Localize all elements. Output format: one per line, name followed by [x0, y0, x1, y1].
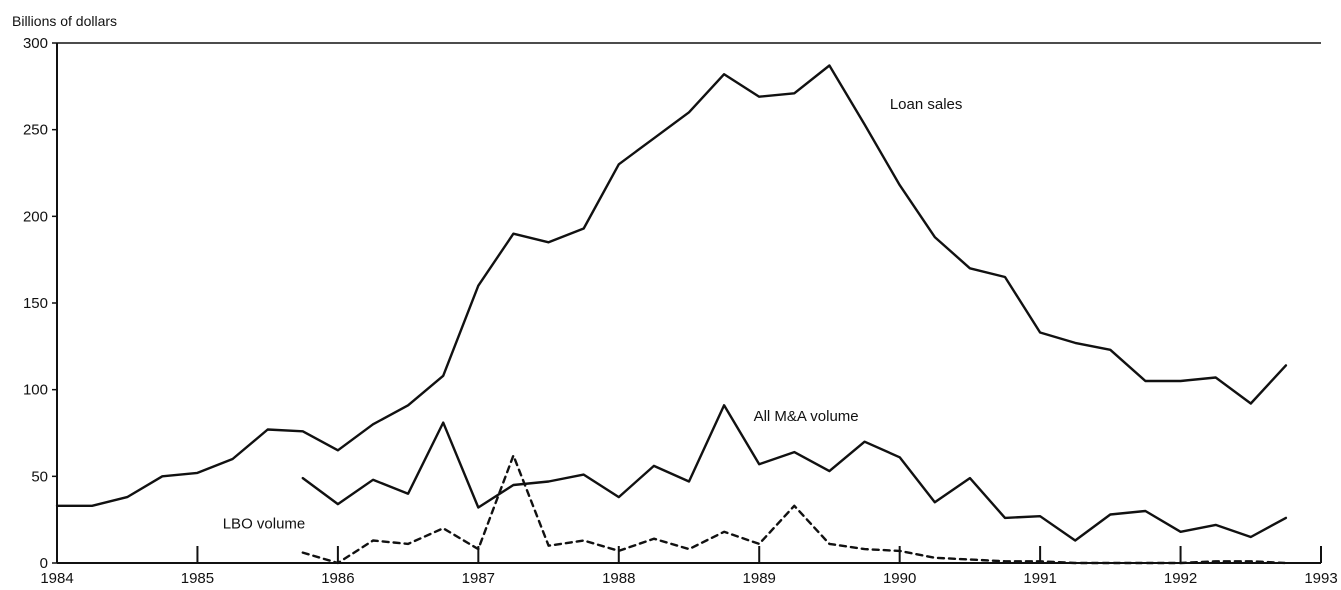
y-tick-label: 300 — [23, 35, 48, 52]
series-labels: Loan sales All M&A volume LBO volume — [223, 96, 963, 532]
x-tick-label: 1989 — [743, 570, 776, 587]
x-tick-label: 1991 — [1023, 570, 1056, 587]
x-tick-label: 1990 — [883, 570, 916, 587]
lbo-volume-label: LBO volume — [223, 515, 306, 532]
y-tick-label: 200 — [23, 208, 48, 225]
loan-sales-label: Loan sales — [890, 96, 963, 113]
y-tick-label: 50 — [31, 468, 48, 485]
x-tick-label: 1987 — [462, 570, 495, 587]
axes — [56, 42, 1321, 564]
all-m-a-volume-label: All M&A volume — [754, 408, 859, 425]
y-axis-ticks: 0 50 100 150 200 250 300 — [23, 35, 57, 572]
x-tick-label: 1993 — [1304, 570, 1337, 587]
x-tick-label: 1985 — [181, 570, 214, 587]
x-tick-label: 1992 — [1164, 570, 1197, 587]
y-tick-label: 250 — [23, 122, 48, 139]
x-tick-label: 1988 — [602, 570, 635, 587]
x-axis-ticks: 1984 1985 1986 1987 1988 1989 1990 1991 1992 1993 — [40, 546, 1338, 587]
x-tick-label: 1986 — [321, 570, 354, 587]
y-tick-label: 100 — [23, 382, 48, 399]
lbo-volume-line — [301, 454, 1288, 565]
x-tick-label: 1984 — [40, 570, 73, 587]
y-tick-label: 0 — [40, 555, 48, 572]
loan-sales-line — [55, 64, 1288, 507]
series-lines — [55, 64, 1288, 565]
all-m-a-volume-line — [301, 404, 1288, 542]
y-axis-unit-label: Billions of dollars — [12, 13, 117, 29]
y-tick-label: 150 — [23, 295, 48, 312]
